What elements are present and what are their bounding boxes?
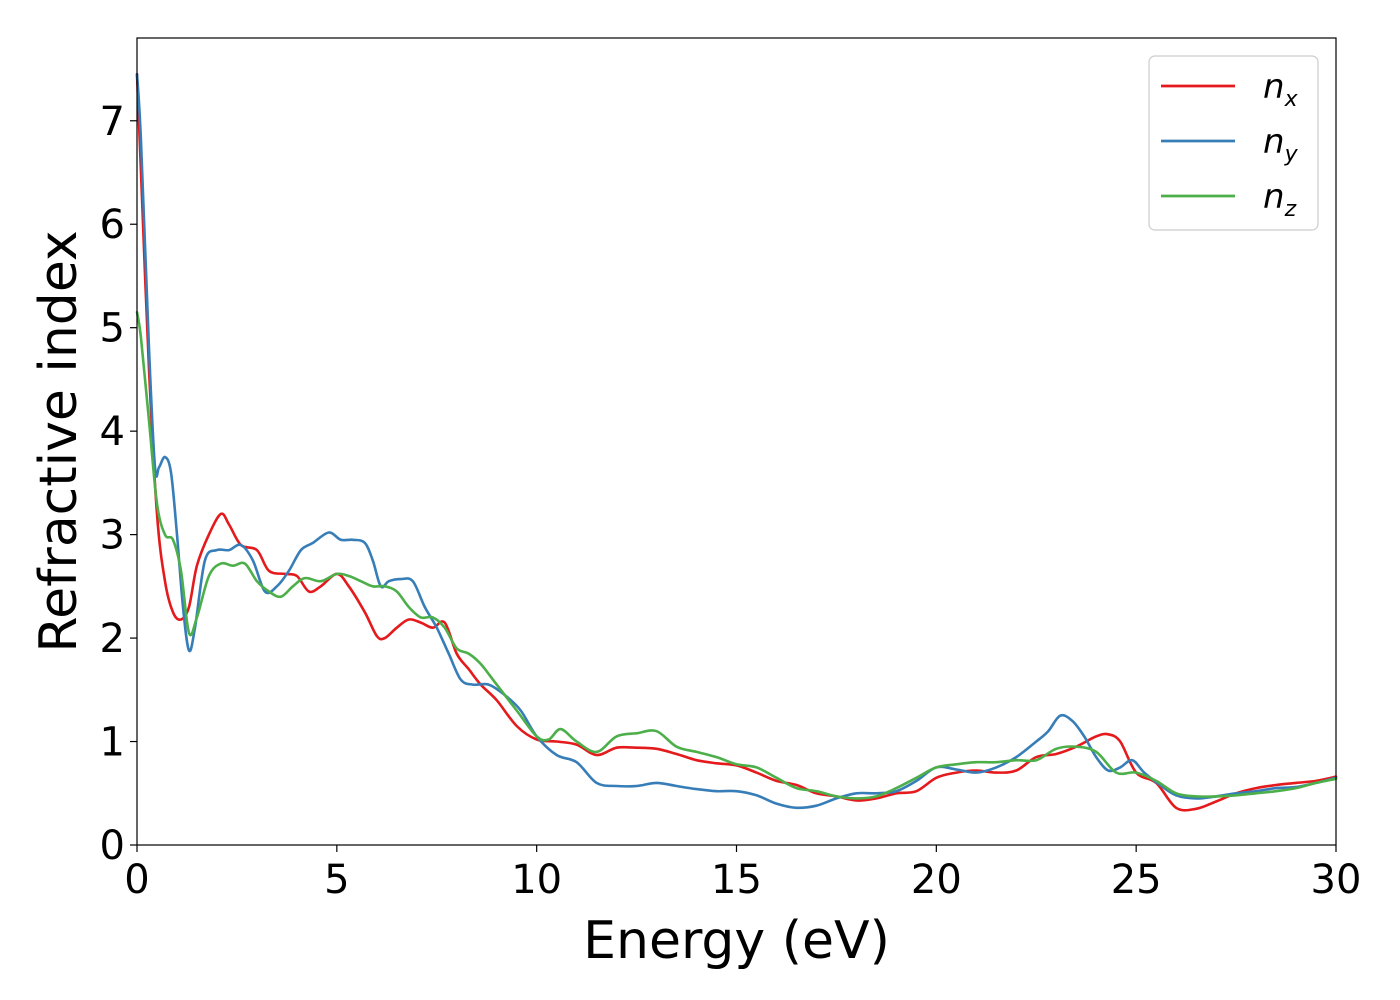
y-tick-label: 4 xyxy=(100,409,125,455)
y-axis-ticks: 0 1 2 3 4 5 6 7 xyxy=(100,99,137,869)
y-tick-label: 2 xyxy=(100,616,125,662)
y-tick-label: 6 xyxy=(100,202,125,248)
y-tick-label: 7 xyxy=(100,99,125,145)
legend-label-nz: nz xyxy=(1263,177,1297,222)
y-tick-label: 0 xyxy=(100,823,125,869)
legend-label-nx: nx xyxy=(1263,67,1299,112)
x-tick-label: 10 xyxy=(511,857,562,903)
y-tick-label: 5 xyxy=(100,306,125,352)
x-tick-label: 5 xyxy=(324,857,349,903)
x-tick-label: 0 xyxy=(124,857,149,903)
y-tick-label: 3 xyxy=(100,513,125,559)
x-tick-label: 15 xyxy=(711,857,762,903)
legend-box xyxy=(1148,55,1319,231)
x-axis-label: Energy (eV) xyxy=(583,911,890,971)
x-tick-label: 30 xyxy=(1311,857,1362,903)
series-line-nz xyxy=(135,310,1338,800)
x-axis-ticks: 0 5 10 15 20 25 30 xyxy=(124,845,1361,903)
x-tick-label: 20 xyxy=(911,857,962,903)
y-axis-label: Refractive index xyxy=(29,230,89,652)
y-tick-label: 1 xyxy=(100,720,125,766)
series-group xyxy=(135,72,1338,812)
legend-label-ny: ny xyxy=(1263,122,1299,167)
series-line-nx xyxy=(135,72,1338,812)
legend: nx ny nz xyxy=(1148,55,1319,231)
series-line-ny xyxy=(135,72,1338,810)
x-tick-label: 25 xyxy=(1111,857,1162,903)
